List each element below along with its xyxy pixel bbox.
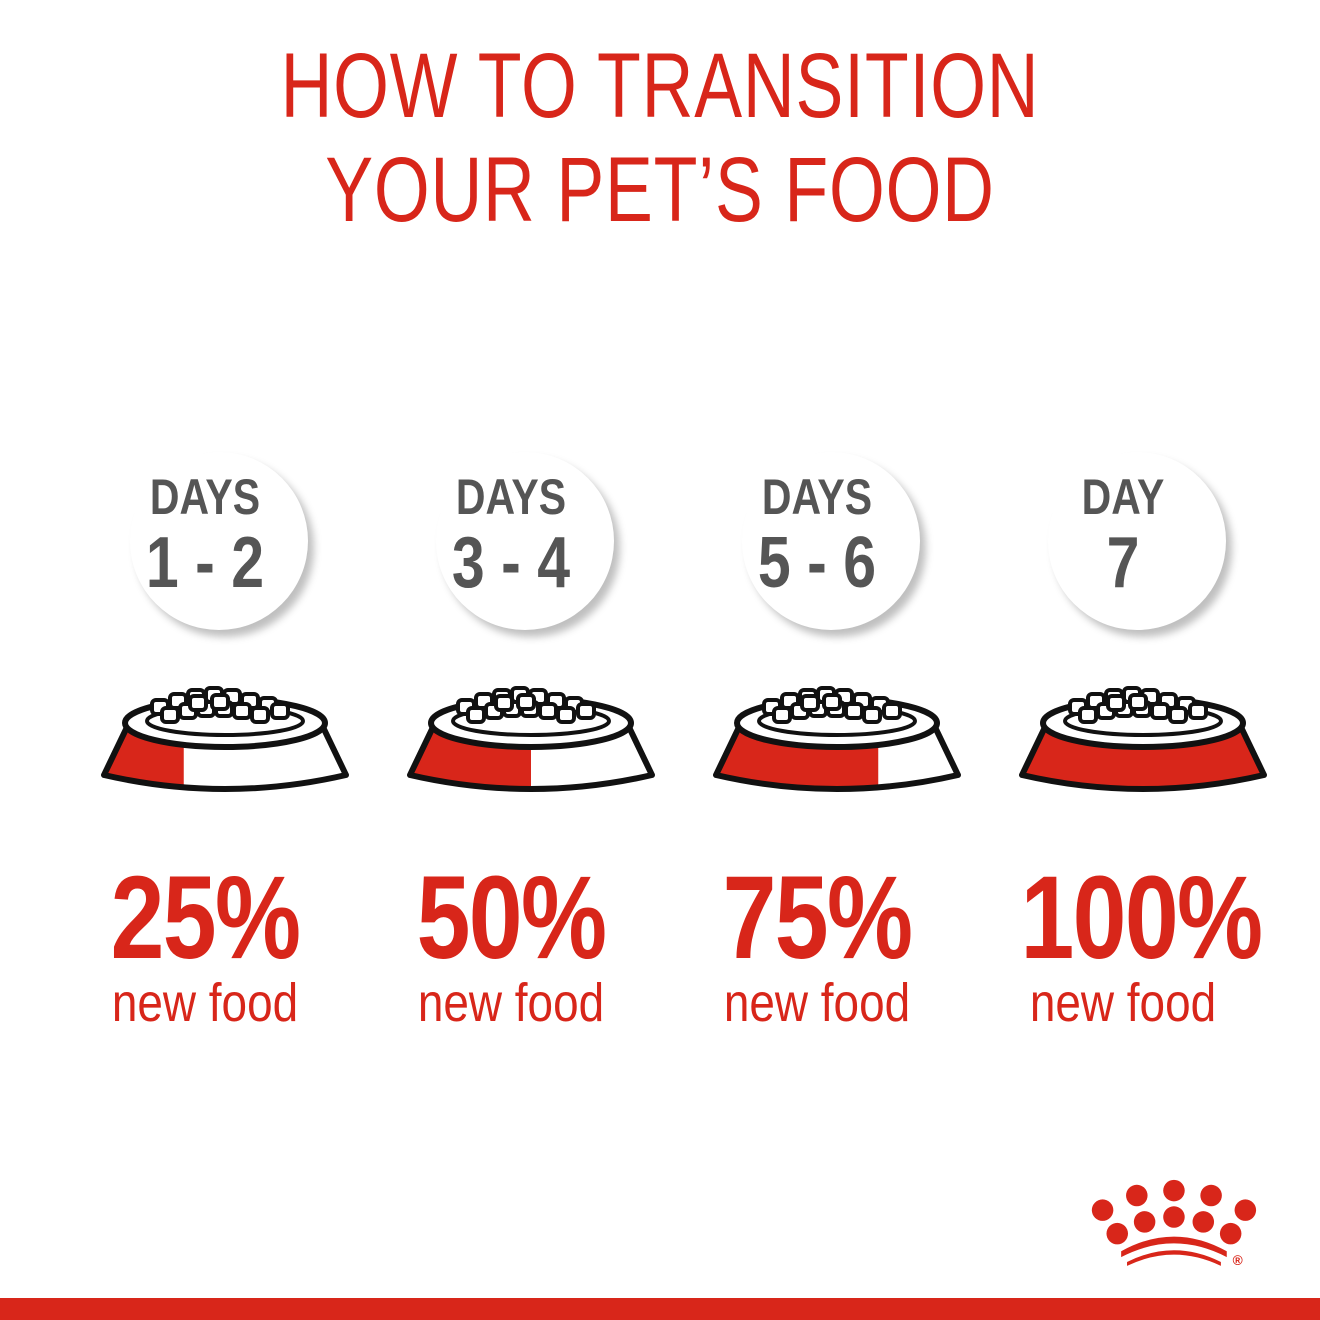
percent-value: 50% [416,852,607,984]
food-bowl-icon [101,686,349,792]
transition-step: DAYS 5 - 6 75% new food [712,440,1018,1060]
transition-step: DAYS 3 - 4 50% new food [406,440,712,1060]
day-circle [130,452,308,630]
svg-text:®: ® [1233,1253,1243,1268]
day-circle [742,452,920,630]
bottom-brand-bar [0,1298,1320,1320]
percent-value: 75% [722,852,913,984]
crown-logo-icon: ® [1091,1179,1257,1268]
day-range: 1 - 2 [145,523,265,603]
day-range: 3 - 4 [451,523,571,603]
new-food-caption: new food [111,973,299,1033]
transition-step: DAY 7 100% new food [1018,440,1320,1060]
percent-value: 25% [110,852,301,984]
day-label: DAYS [455,469,567,525]
food-bowl-icon [713,686,961,792]
page-title-line-1: HOW TO TRANSITION [280,35,1040,137]
day-range: 7 [1106,523,1140,603]
day-label: DAY [1081,469,1165,525]
day-label: DAYS [149,469,261,525]
new-food-caption: new food [417,973,605,1033]
new-food-caption: new food [1029,973,1217,1033]
food-bowl-icon [407,686,655,792]
page-title-line-2: YOUR PET’S FOOD [325,139,995,241]
day-label: DAYS [761,469,873,525]
day-circle [436,452,614,630]
food-bowl-icon [1019,686,1267,792]
percent-value: 100% [1020,852,1264,984]
day-circle [1048,452,1226,630]
transition-step: DAYS 1 - 2 25% new food [100,440,406,1060]
new-food-caption: new food [723,973,911,1033]
day-range: 5 - 6 [757,523,877,603]
